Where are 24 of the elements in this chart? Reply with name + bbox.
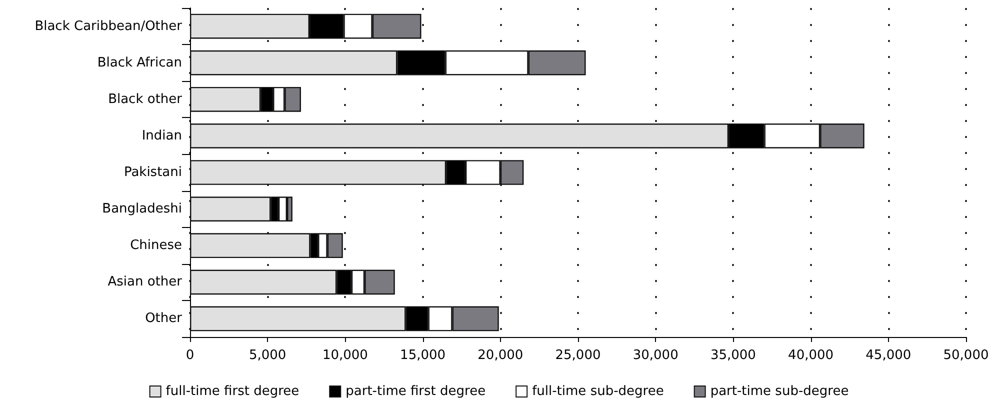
y-tick-label: Pakistani: [124, 165, 182, 180]
legend-label: full-time first degree: [166, 384, 300, 399]
x-tick-label: 50,000: [943, 348, 989, 363]
y-tick-label: Indian: [142, 128, 182, 144]
y-tick-label: Black Caribbean/Other: [34, 18, 183, 34]
y-tick-label: Bangladeshi: [102, 202, 182, 217]
y-tick-label: Other: [145, 311, 183, 326]
y-tick-label: Black African: [97, 55, 182, 70]
x-tick-label: 10,000: [322, 348, 368, 363]
x-tick-label: 45,000: [866, 348, 912, 363]
x-tick-label: 5,000: [248, 348, 286, 363]
y-tick-label: Chinese: [130, 238, 182, 254]
legend-label: part-time sub-degree: [710, 384, 849, 399]
x-tick-label: 20,000: [478, 348, 524, 363]
y-tick-label: Black other: [108, 92, 183, 107]
x-tick-label: 40,000: [788, 348, 834, 363]
x-tick-label: 0: [186, 348, 194, 363]
x-tick-label: 30,000: [632, 348, 678, 363]
legend-label: part-time first degree: [346, 384, 486, 399]
legend-label: full-time sub-degree: [532, 384, 664, 399]
x-tick-label: 35,000: [710, 348, 756, 363]
x-tick-label: 25,000: [555, 348, 601, 363]
y-tick-label: Asian other: [108, 274, 183, 290]
x-tick-label: 15,000: [400, 348, 446, 363]
